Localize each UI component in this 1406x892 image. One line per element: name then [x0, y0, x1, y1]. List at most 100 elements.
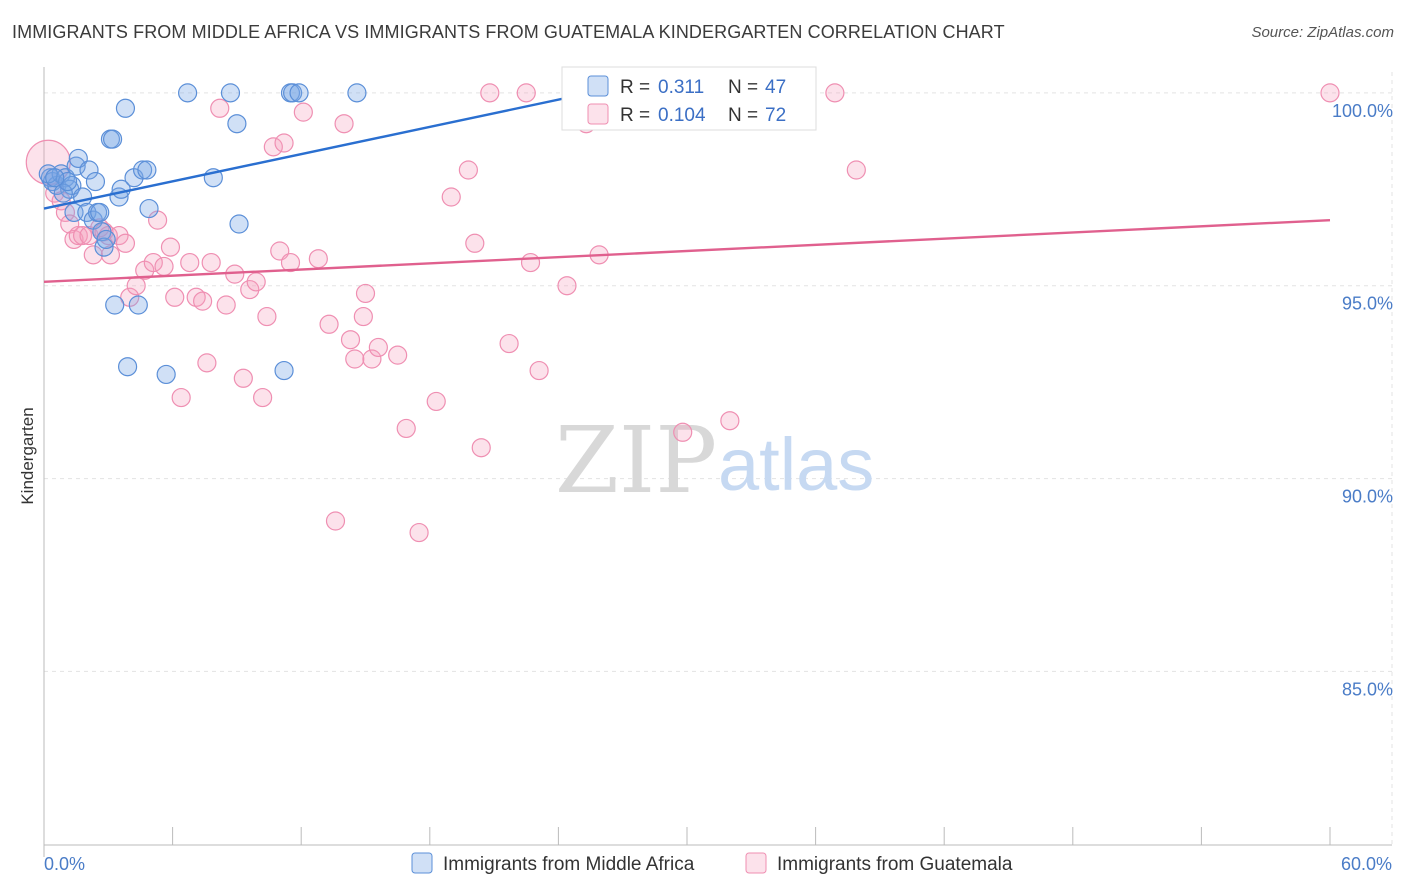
guatemala-point	[409, 522, 429, 543]
x-tick-label: 60.0%	[1341, 854, 1392, 874]
guatemala-point	[197, 353, 217, 373]
guatemala-point	[68, 225, 88, 246]
legend-n-value: 47	[765, 77, 786, 98]
guatemala-point	[143, 252, 163, 273]
middle-africa-point	[137, 160, 157, 180]
legend-r-label: R =	[620, 77, 650, 98]
middle-africa-point	[128, 295, 148, 315]
middle-africa-point	[220, 83, 241, 103]
guatemala-point	[426, 391, 446, 412]
guatemala-point	[246, 272, 266, 292]
middle-africa-point	[115, 98, 136, 118]
guatemala-point	[471, 438, 491, 458]
y-tick-label: 100.0%	[1332, 101, 1393, 121]
source-label: Source: ZipAtlas.com	[1251, 24, 1394, 41]
guatemala-point	[673, 422, 693, 442]
guatemala-point	[308, 249, 328, 269]
trend-lines	[43, 91, 1331, 284]
guatemala-point	[355, 283, 376, 304]
middle-africa-point	[53, 183, 73, 203]
guatemala-point	[480, 83, 500, 103]
y-tick-label: 90.0%	[1342, 487, 1393, 507]
guatemala-point	[216, 295, 236, 315]
middle-africa-point	[45, 168, 65, 188]
guatemala-point	[499, 333, 519, 354]
middle-africa-point	[57, 171, 78, 192]
guatemala-point	[362, 349, 382, 369]
guatemala-point	[154, 256, 174, 277]
middle-africa-point	[79, 160, 99, 180]
guatemala-point	[465, 233, 485, 253]
guatemala-point	[396, 418, 416, 439]
guatemala-point	[557, 276, 577, 296]
middle-africa-point	[227, 114, 247, 134]
watermark-atlas: atlas	[718, 423, 874, 506]
middle-africa-point	[85, 171, 106, 192]
watermark-zip: ZIP	[555, 407, 717, 514]
middle-africa-point	[156, 364, 176, 385]
guatemala-point	[529, 360, 549, 381]
guatemala-point	[319, 314, 339, 334]
x-tick-label: 0.0%	[44, 854, 85, 874]
guatemala-point	[160, 237, 181, 257]
legend-n-value: 72	[765, 105, 786, 126]
guatemala-point	[240, 279, 260, 300]
guatemala-point	[115, 233, 136, 253]
middle-africa-trend-line	[43, 91, 591, 210]
middle-africa-point	[229, 214, 249, 234]
y-axis-label: Kindergarten	[18, 407, 37, 504]
guatemala-point	[458, 160, 478, 180]
legend-r-value: 0.311	[658, 77, 704, 98]
middle-africa-point	[66, 156, 86, 176]
middle-africa-point	[105, 295, 125, 315]
guatemala-point	[293, 102, 313, 122]
guatemala-point	[334, 114, 354, 134]
guatemala-point	[1320, 83, 1340, 103]
guatemala-point	[83, 245, 103, 265]
bottom-legend: Immigrants from Middle Africa Immigrants …	[411, 852, 1013, 875]
guatemala-point	[210, 98, 230, 118]
series-middle-africa-points	[38, 83, 367, 385]
legend-r-value: 0.104	[658, 105, 706, 126]
guatemala-point	[171, 387, 191, 408]
guatemala-point	[516, 83, 536, 103]
legend-box: R = 0.311 N = 47 R = 0.104 N = 72	[561, 66, 817, 131]
watermark: ZIP atlas	[555, 407, 874, 514]
bottom-legend-label: Immigrants from Guatemala	[777, 854, 1013, 875]
guatemala-point	[325, 511, 346, 531]
guatemala-point	[253, 387, 273, 408]
middle-africa-point	[96, 229, 116, 250]
guatemala-point	[72, 225, 93, 246]
guatemala-point	[441, 187, 461, 207]
x-tick-labels: 0.0% 60.0%	[44, 854, 1392, 874]
y-tick-labels: 100.0% 95.0% 90.0% 85.0%	[1332, 101, 1393, 700]
guatemala-point	[368, 337, 388, 358]
guatemala-trend-line	[43, 218, 1331, 284]
guatemala-point	[353, 306, 373, 327]
bottom-legend-label: Immigrants from Middle Africa	[443, 854, 695, 875]
guatemala-point	[340, 330, 361, 350]
legend-swatch-blue	[587, 75, 609, 97]
legend-n-label: N =	[728, 105, 758, 126]
middle-africa-point	[94, 237, 114, 257]
middle-africa-point	[102, 129, 123, 149]
guatemala-point	[520, 252, 541, 273]
middle-africa-point	[90, 202, 110, 223]
legend-swatch-pink	[587, 103, 609, 125]
legend-frame	[561, 66, 817, 131]
middle-africa-point	[283, 83, 303, 103]
guatemala-point	[263, 137, 283, 157]
middle-africa-point	[178, 83, 198, 103]
middle-africa-point	[274, 360, 294, 381]
guatemala-point	[388, 345, 408, 365]
guatemala-point	[846, 160, 866, 180]
guatemala-point	[825, 83, 845, 103]
y-tick-label: 95.0%	[1342, 294, 1393, 314]
middle-africa-point	[347, 83, 367, 103]
y-tick-label: 85.0%	[1342, 679, 1393, 699]
guatemala-point	[165, 287, 185, 307]
guatemala-point	[280, 252, 301, 273]
middle-africa-point	[139, 198, 159, 219]
guatemala-point	[257, 306, 277, 327]
